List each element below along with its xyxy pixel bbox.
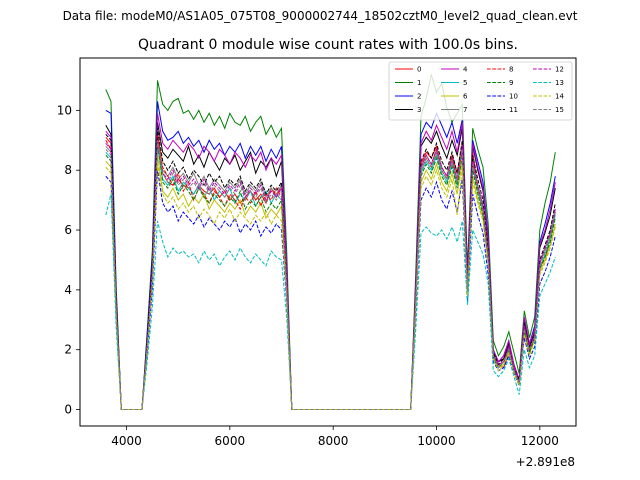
- legend-label-6: 6: [463, 93, 468, 101]
- legend-label-5: 5: [463, 79, 467, 87]
- legend-label-13: 13: [555, 79, 564, 87]
- legend-box: [388, 61, 573, 121]
- y-tick-label: 0: [64, 403, 72, 417]
- legend-label-8: 8: [509, 66, 513, 74]
- x-tick-label: 10000: [417, 434, 455, 448]
- legend-label-11: 11: [509, 106, 518, 114]
- y-tick-label: 4: [64, 283, 72, 297]
- series-layer: [105, 74, 556, 410]
- legend-label-4: 4: [463, 66, 468, 74]
- legend-label-12: 12: [555, 66, 564, 74]
- legend-label-7: 7: [463, 106, 467, 114]
- x-tick-label: 12000: [521, 434, 559, 448]
- legend-label-0: 0: [417, 66, 421, 74]
- plot-frame: [79, 57, 577, 427]
- series-line-10: [105, 170, 556, 410]
- axis-layer: 4000 6000 8000 10000 12000 0 2 4 6 8 10: [57, 103, 559, 448]
- y-tick-label: 6: [64, 223, 72, 237]
- x-axis-offset-label: +2.891e8: [516, 455, 575, 469]
- x-tick-label: 6000: [215, 434, 246, 448]
- x-tick-label: 8000: [318, 434, 349, 448]
- chart-title: Quadrant 0 module wise count rates with …: [138, 37, 518, 53]
- legend-label-15: 15: [555, 106, 564, 114]
- series-line-9: [105, 143, 556, 410]
- legend-label-9: 9: [509, 79, 513, 87]
- y-tick-label: 10: [57, 103, 72, 117]
- x-tick-label: 4000: [111, 434, 142, 448]
- y-tick-label: 8: [64, 163, 72, 177]
- series-line-15: [105, 140, 556, 410]
- figure-suptitle: Data file: modeM0/AS1A05_075T08_90000027…: [63, 9, 578, 23]
- y-tick-label: 2: [64, 343, 72, 357]
- legend-label-14: 14: [555, 93, 564, 101]
- series-line-14: [105, 164, 556, 410]
- legend-label-3: 3: [417, 106, 421, 114]
- legend-label-2: 2: [417, 93, 421, 101]
- legend-label-1: 1: [417, 79, 421, 87]
- series-line-12: [105, 140, 556, 410]
- legend-label-10: 10: [509, 93, 518, 101]
